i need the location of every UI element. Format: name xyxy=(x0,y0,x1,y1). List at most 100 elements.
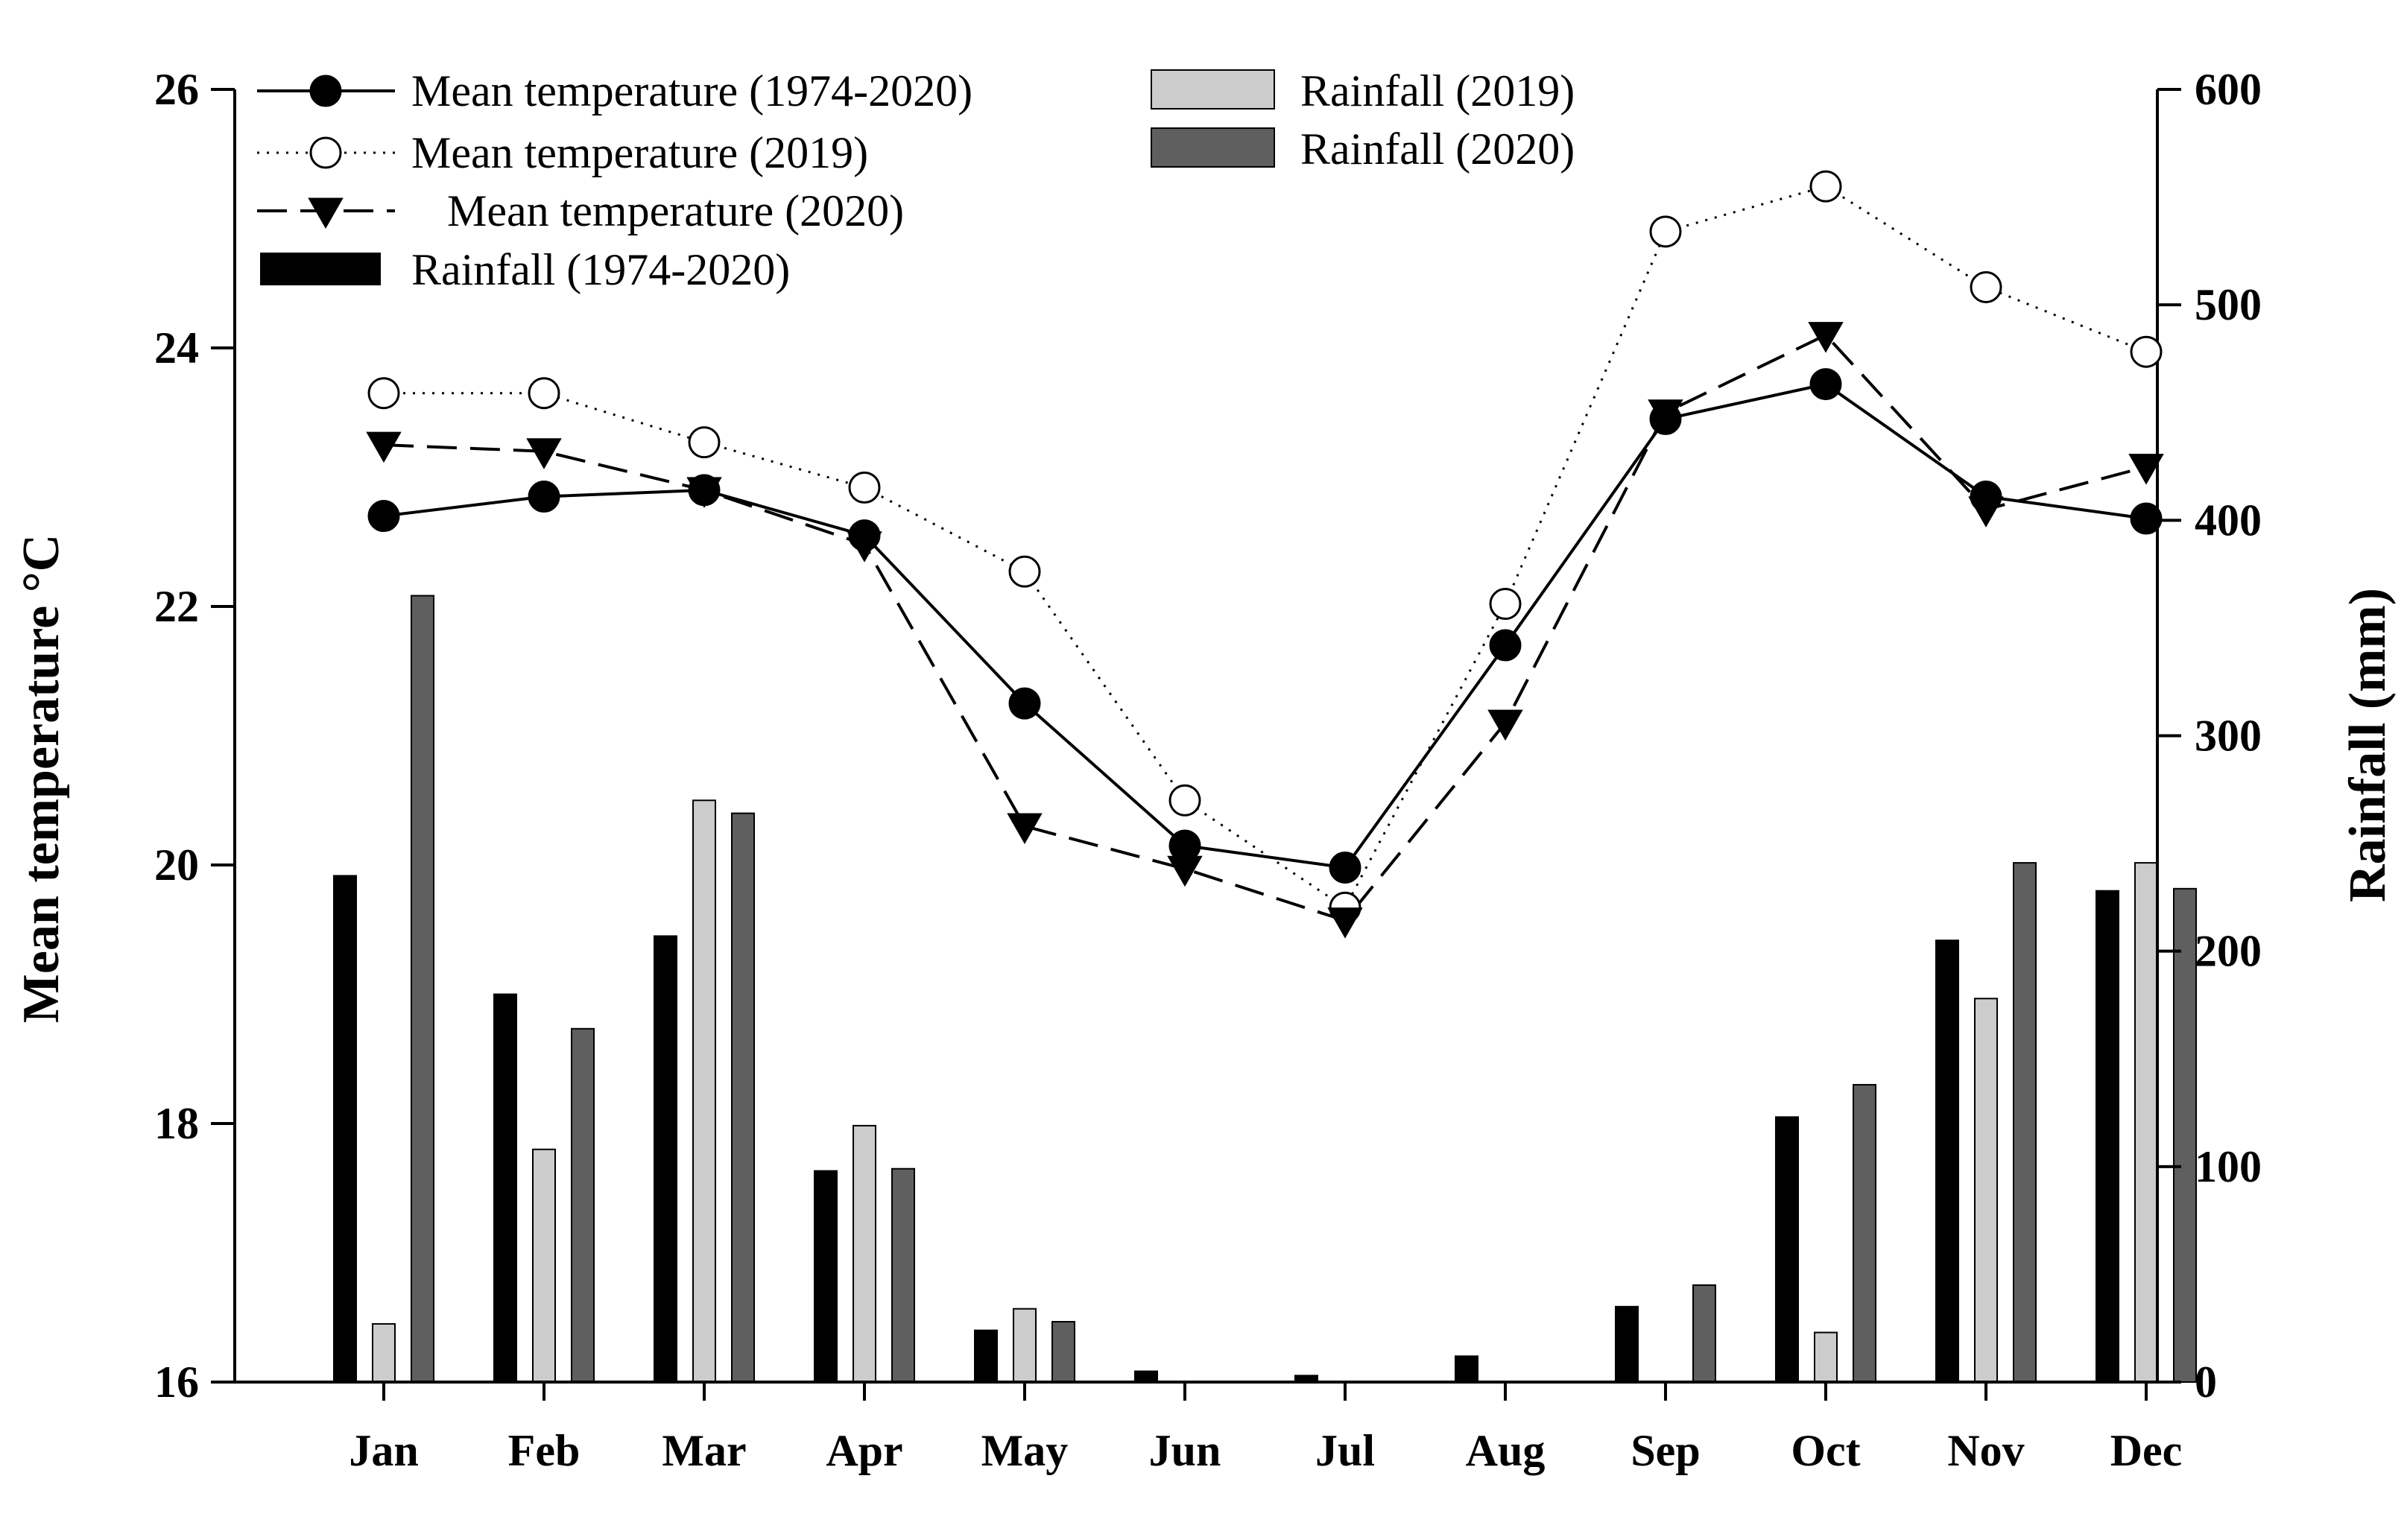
point-mean-temperature-2020-jan xyxy=(366,431,402,463)
point-mean-temperature-2020-aug xyxy=(1487,709,1523,741)
point-mean-temperature-2019-may xyxy=(1008,555,1041,588)
legend-marker-mean-temperature-2020 xyxy=(308,197,344,229)
axis-titles: Mean temperature °C Rainfall (mm) xyxy=(13,534,2397,1024)
point-mean-temperature-2020-nov xyxy=(1968,496,2004,527)
point-mean-temperature-2020-may xyxy=(1007,813,1043,844)
bar-rainfall-1974-2020-mar xyxy=(654,935,677,1384)
x-tick-label-oct: Oct xyxy=(1791,1426,1860,1475)
line-mean-temperature-2020 xyxy=(383,333,2147,922)
axes: 16 18 20 22 24 26 0 100 200 300 400 500 600 Jan Feb Mar… xyxy=(154,65,2262,1475)
bar-rainfall-2020-apr xyxy=(891,1167,915,1383)
point-mean-temperature-2020-mar xyxy=(686,477,722,508)
point-mean-temperature-2020-feb xyxy=(526,438,562,469)
legend-label-rainfall-1974-2020: Rainfall (1974-2020) xyxy=(411,245,790,294)
point-mean-temperature-1974-2020-may xyxy=(1008,687,1041,720)
bar-rainfall-2020-dec xyxy=(2173,887,2197,1383)
point-mean-temperature-2019-jan xyxy=(367,377,400,410)
legend-marker-mean-temperature-1974-2020 xyxy=(309,75,342,107)
rainfall-bars xyxy=(333,595,2197,1384)
point-mean-temperature-2019-nov xyxy=(1970,270,2002,303)
bar-rainfall-2019-jan xyxy=(372,1322,396,1384)
point-mean-temperature-2019-dec xyxy=(2130,335,2163,368)
point-mean-temperature-2019-mar xyxy=(688,426,721,459)
temperature-lines xyxy=(366,170,2164,939)
legend-label-mean-temperature-2019: Mean temperature (2019) xyxy=(411,128,868,177)
point-mean-temperature-1974-2020-feb xyxy=(528,481,560,513)
point-mean-temperature-2019-oct xyxy=(1809,170,1842,203)
legend-swatch-rainfall-2019 xyxy=(1151,69,1275,110)
bar-rainfall-1974-2020-dec xyxy=(2096,890,2119,1383)
legend-swatch-rainfall-2020 xyxy=(1151,127,1275,168)
right-tick-label: 200 xyxy=(2195,927,2262,976)
point-mean-temperature-2019-apr xyxy=(848,471,881,504)
bar-rainfall-2020-feb xyxy=(571,1027,595,1384)
bar-rainfall-1974-2020-oct xyxy=(1775,1116,1799,1383)
bar-rainfall-1974-2020-sep xyxy=(1615,1305,1639,1383)
right-axis-title: Rainfall (mm) xyxy=(2339,588,2397,902)
x-tick-label-feb: Feb xyxy=(508,1426,581,1475)
left-tick-label: 26 xyxy=(154,65,199,114)
x-tick-label-jan: Jan xyxy=(349,1426,418,1475)
x-tick-label-apr: Apr xyxy=(826,1426,902,1475)
bar-rainfall-2020-mar xyxy=(731,812,755,1383)
line-mean-temperature-2019 xyxy=(384,185,2147,910)
point-mean-temperature-2019-jun xyxy=(1168,784,1201,817)
bar-rainfall-1974-2020-jan xyxy=(333,875,357,1384)
legend-label-rainfall-2019: Rainfall (2019) xyxy=(1300,66,1575,115)
bar-rainfall-2020-jan xyxy=(411,595,434,1384)
point-mean-temperature-2020-dec xyxy=(2128,454,2164,485)
bar-rainfall-1974-2020-aug xyxy=(1455,1355,1478,1384)
right-tick-label: 300 xyxy=(2195,712,2262,761)
left-tick-label: 24 xyxy=(154,323,199,373)
x-tick-label-nov: Nov xyxy=(1947,1426,2024,1475)
point-mean-temperature-1974-2020-jan xyxy=(367,500,400,533)
left-axis-title: Mean temperature °C xyxy=(13,534,70,1024)
right-tick-label: 400 xyxy=(2195,495,2262,545)
bar-rainfall-2020-sep xyxy=(1692,1284,1716,1383)
legend-label-mean-temperature-2020: Mean temperature (2020) xyxy=(447,186,904,235)
x-tick-label-mar: Mar xyxy=(662,1426,746,1475)
bar-rainfall-2019-mar xyxy=(692,799,716,1383)
bar-rainfall-1974-2020-jun xyxy=(1134,1370,1158,1383)
right-tick-label: 600 xyxy=(2195,65,2262,114)
bar-rainfall-2020-nov xyxy=(2013,862,2037,1383)
left-tick-label: 16 xyxy=(154,1357,199,1407)
left-tick-label: 20 xyxy=(154,840,199,890)
x-tick-label-dec: Dec xyxy=(2110,1426,2183,1475)
bar-rainfall-1974-2020-apr xyxy=(814,1170,838,1384)
legend: Mean temperature (1974-2020) Mean tempera… xyxy=(257,66,1575,294)
legend-swatch-rainfall-1974-2020 xyxy=(260,253,381,285)
point-mean-temperature-1974-2020-dec xyxy=(2130,502,2163,535)
right-tick-label: 0 xyxy=(2195,1357,2217,1407)
bar-rainfall-2019-may xyxy=(1013,1308,1037,1384)
x-tick-label-jun: Jun xyxy=(1149,1426,1221,1475)
legend-label-mean-temperature-1974-2020: Mean temperature (1974-2020) xyxy=(411,66,972,115)
bar-rainfall-2019-dec xyxy=(2134,862,2158,1383)
left-tick-label: 18 xyxy=(154,1099,199,1148)
point-mean-temperature-2020-sep xyxy=(1648,399,1683,431)
legend-marker-mean-temperature-2019 xyxy=(309,136,342,169)
point-mean-temperature-2019-feb xyxy=(528,377,560,410)
point-mean-temperature-1974-2020-oct xyxy=(1809,368,1842,401)
bar-rainfall-1974-2020-may xyxy=(974,1329,998,1383)
point-mean-temperature-1974-2020-jul xyxy=(1329,851,1361,884)
bar-rainfall-2019-oct xyxy=(1814,1331,1838,1384)
x-tick-label-aug: Aug xyxy=(1466,1426,1546,1475)
point-mean-temperature-2020-jun xyxy=(1167,855,1203,887)
right-tick-label: 100 xyxy=(2195,1142,2262,1191)
x-tick-label-jul: Jul xyxy=(1315,1426,1375,1475)
point-mean-temperature-2019-sep xyxy=(1649,215,1682,248)
bar-rainfall-1974-2020-nov xyxy=(1935,939,1959,1384)
point-mean-temperature-1974-2020-aug xyxy=(1489,629,1522,662)
point-mean-temperature-2020-oct xyxy=(1808,322,1844,353)
point-mean-temperature-2019-aug xyxy=(1489,588,1522,621)
legend-label-rainfall-2020: Rainfall (2020) xyxy=(1300,124,1575,174)
right-tick-label: 500 xyxy=(2195,280,2262,329)
bar-rainfall-2020-may xyxy=(1051,1321,1075,1383)
point-mean-temperature-2020-jul xyxy=(1327,907,1363,939)
bar-rainfall-2020-oct xyxy=(1853,1083,1876,1383)
bar-rainfall-2019-apr xyxy=(853,1124,876,1384)
bar-rainfall-2019-nov xyxy=(1974,998,1998,1383)
